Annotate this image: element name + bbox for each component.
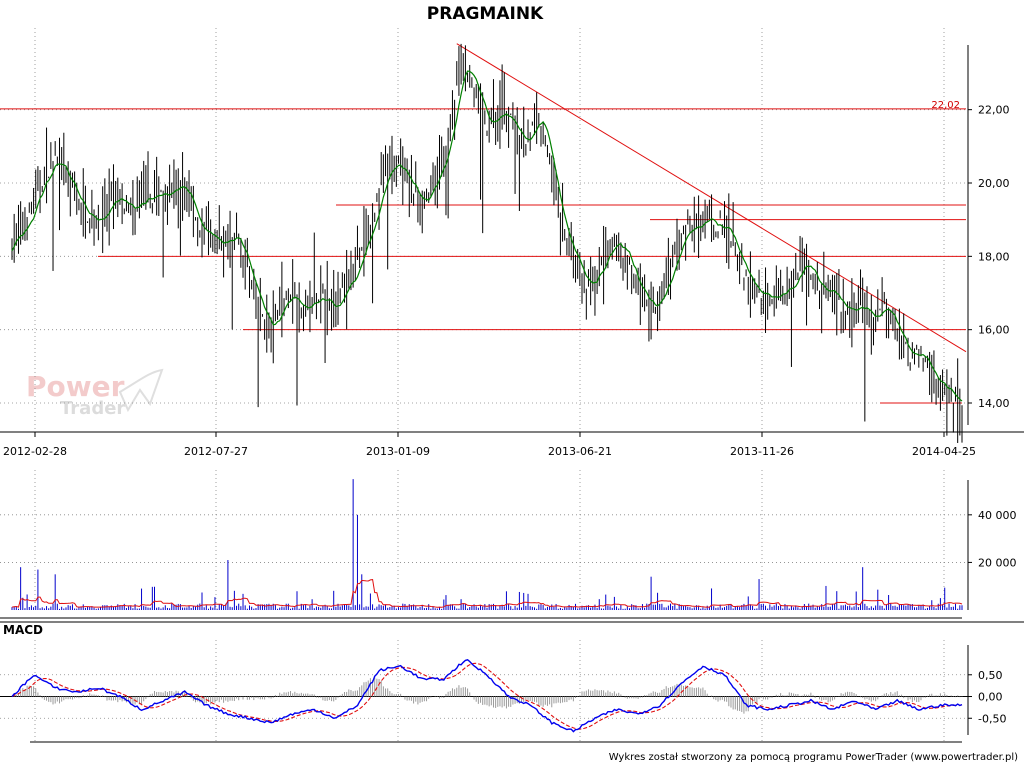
price-panel: PRAGMAINK Power Trader 22,02 14,0016,001…	[0, 4, 1024, 458]
price-tick-label: 20,00	[978, 177, 1010, 190]
price-grid	[0, 28, 968, 429]
date-tick-label: 2012-07-27	[184, 445, 248, 458]
logo-swoosh-icon	[118, 368, 164, 413]
date-tick-label: 2014-04-25	[912, 445, 976, 458]
logo-trader-text: Trader	[60, 398, 125, 419]
date-tick-label: 2013-06-21	[548, 445, 612, 458]
macd-tick-label: -0,50	[978, 712, 1006, 725]
macd-y-axis: 0,50 0,00 -0,50	[967, 645, 1006, 735]
volume-bars	[11, 479, 963, 610]
powertrader-logo: Power Trader	[26, 368, 164, 419]
macd-line	[11, 659, 963, 733]
price-candles	[11, 43, 963, 443]
macd-grid	[0, 621, 1024, 743]
macd-panel-title: MACD	[3, 623, 43, 637]
macd-histogram	[13, 676, 963, 714]
date-x-axis: 2012-02-28 2012-07-27 2013-01-09 2013-06-21…	[0, 431, 1024, 458]
price-tick-label: 16,00	[978, 324, 1010, 337]
date-tick-label: 2013-01-09	[366, 445, 430, 458]
price-tick-label: 18,00	[978, 250, 1010, 263]
volume-average-line	[11, 579, 963, 608]
price-y-axis: 14,00 16,00 18,00 20,00 22,00	[967, 45, 1010, 425]
volume-tick-label: 20 000	[978, 556, 1017, 569]
footer-credit: Wykres został stworzony za pomocą progra…	[609, 752, 1018, 763]
volume-y-axis: 20 000 40 000	[967, 480, 1017, 610]
moving-average-line	[11, 70, 963, 402]
volume-tick-label: 40 000	[978, 509, 1017, 522]
date-tick-label: 2013-11-26	[730, 445, 794, 458]
chart-title: PRAGMAINK	[427, 4, 544, 24]
macd-tick-label: 0,00	[978, 691, 1003, 704]
volume-grid	[0, 470, 968, 619]
macd-signal-line	[11, 662, 963, 730]
price-tick-label: 22,00	[978, 104, 1010, 117]
level-label: 22,02	[931, 100, 960, 111]
macd-tick-label: 0,50	[978, 669, 1003, 682]
date-tick-label: 2012-02-28	[3, 445, 67, 458]
price-tick-label: 14,00	[978, 397, 1010, 410]
logo-power-text: Power	[26, 370, 125, 403]
macd-panel: MACD 0,50 0,00 -0,50	[0, 621, 1024, 743]
volume-panel: 20 000 40 000	[0, 470, 1017, 619]
